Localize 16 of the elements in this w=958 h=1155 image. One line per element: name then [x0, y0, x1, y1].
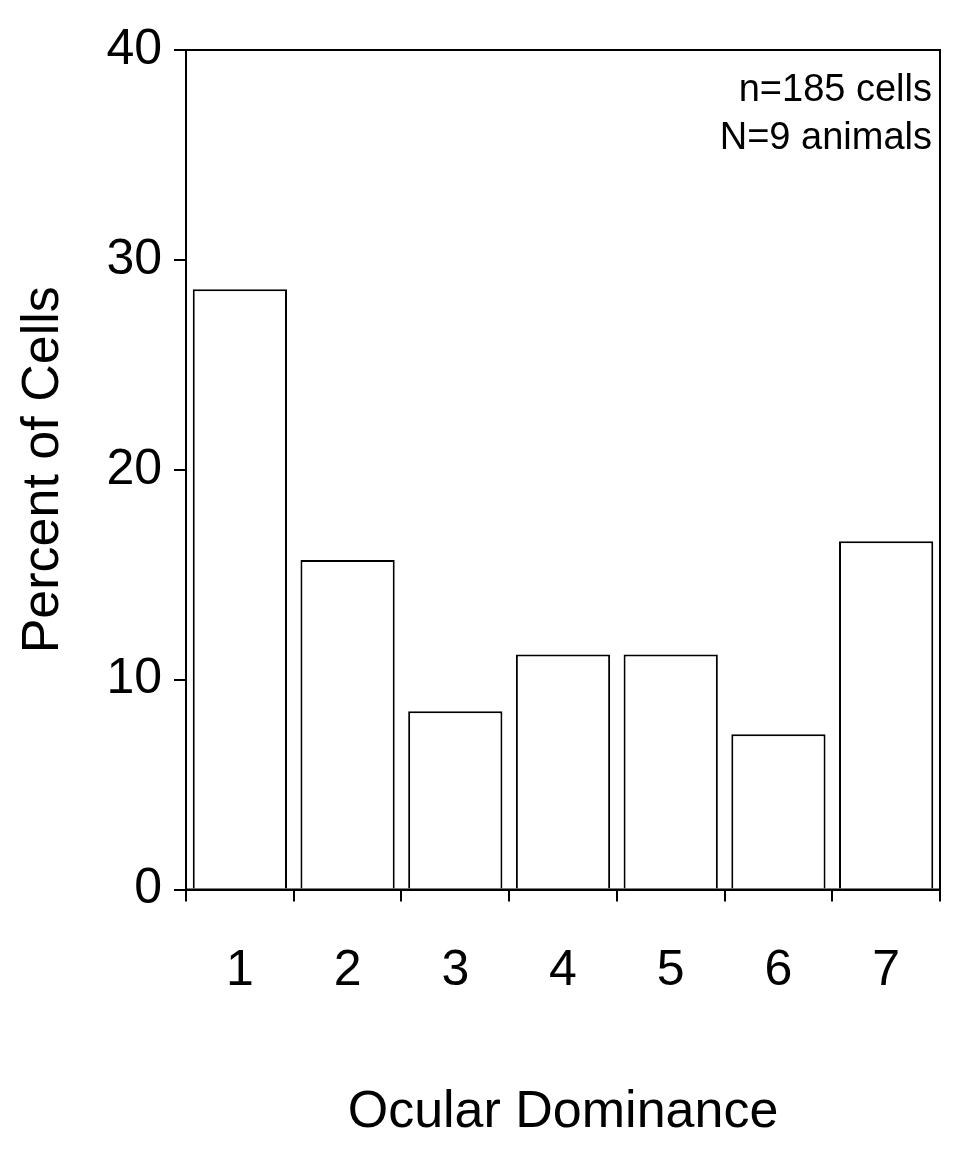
annotation: n=185 cells [738, 67, 932, 110]
x-tick-label: 1 [225, 940, 254, 997]
y-tick-label: 10 [106, 648, 163, 705]
x-axis-title: Ocular Dominance [347, 1080, 779, 1139]
x-tick-label: 7 [872, 940, 901, 997]
y-tick-label: 30 [106, 228, 163, 285]
x-tick-label: 3 [441, 940, 470, 997]
x-tick-label: 6 [764, 940, 793, 997]
y-tick-label: 0 [134, 858, 163, 915]
y-axis-title: Percent of Cells [10, 286, 69, 654]
y-tick-label: 20 [106, 438, 163, 495]
x-tick-label: 2 [333, 940, 362, 997]
x-tick-label: 5 [656, 940, 685, 997]
y-tick-label: 40 [106, 18, 163, 75]
x-tick-label: 4 [549, 940, 577, 997]
annotation: N=9 animals [719, 115, 932, 158]
